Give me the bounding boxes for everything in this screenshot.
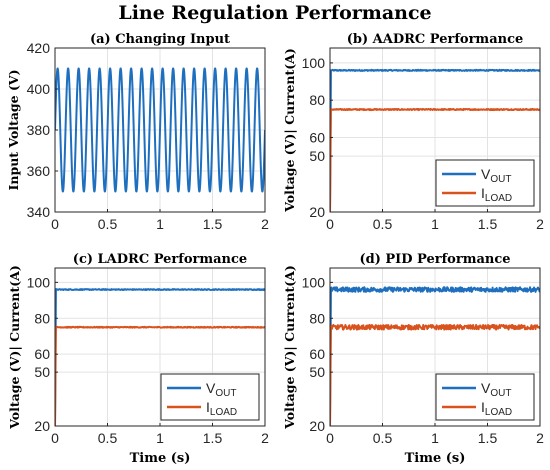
y-tick-label: 50 [309, 148, 325, 164]
chart-title: (c) LADRC Performance [73, 252, 247, 267]
y-tick-label: 420 [27, 40, 51, 56]
x-axis-label: Time (s) [130, 451, 191, 466]
y-tick-label: 60 [309, 129, 325, 145]
y-tick-label: 80 [34, 310, 50, 326]
x-tick-label: 2 [261, 430, 269, 446]
chart-a: 0 0.5 1 1.5 2 340 360 380 400 420 (a) Changing Inp… [6, 32, 269, 232]
x-tick-label: 0 [326, 430, 334, 446]
figure-title: Line Regulation Performance [118, 2, 431, 24]
legend-entry: VOUT [481, 166, 511, 185]
y-axis-label: Voltage (V)| Current(A) [7, 265, 22, 430]
y-tick-label: 80 [309, 310, 325, 326]
legend-entry: ILOAD [481, 399, 512, 418]
y-tick-label: 60 [309, 346, 325, 362]
x-axis-label: Time (s) [405, 451, 466, 466]
chart-title: (b) AADRC Performance [347, 32, 524, 47]
y-tick-label: 100 [27, 274, 51, 290]
legend-entry: VOUT [481, 380, 511, 399]
y-tick-label: 20 [309, 418, 325, 434]
y-tick-label: 60 [34, 346, 50, 362]
x-tick-label: 1 [156, 216, 164, 232]
chart-b: 0 0.5 1 1.5 2 20 50 60 80 100 (b) AADRC Performanc… [282, 32, 544, 232]
legend-entry: ILOAD [481, 185, 512, 204]
legend-box [160, 373, 260, 421]
x-tick-label: 0 [51, 430, 59, 446]
x-tick-label: 0.5 [373, 216, 393, 232]
x-tick-label: 1.5 [478, 216, 498, 232]
x-tick-label: 0.5 [98, 216, 118, 232]
y-axis-label: Voltage (V)| Current(A) [282, 48, 297, 213]
y-tick-label: 400 [27, 81, 51, 97]
y-axis-label: Voltage (V)| Current(A) [282, 265, 297, 430]
chart-title: (a) Changing Input [90, 32, 230, 47]
y-tick-label: 340 [27, 204, 51, 220]
x-tick-label: 1.5 [203, 430, 223, 446]
y-tick-label: 100 [302, 274, 326, 290]
legend-entry: ILOAD [206, 399, 237, 418]
x-tick-label: 1.5 [203, 216, 223, 232]
series-line-1 [330, 107, 540, 212]
x-tick-label: 0.5 [98, 430, 118, 446]
legend-box [435, 159, 535, 207]
y-tick-label: 100 [302, 55, 326, 71]
x-tick-label: 1 [156, 430, 164, 446]
y-tick-label: 80 [309, 92, 325, 108]
y-tick-label: 20 [34, 418, 50, 434]
legend-box [435, 373, 535, 421]
series-line-1 [55, 325, 265, 426]
series-line-0 [330, 286, 540, 426]
x-tick-label: 1 [431, 216, 439, 232]
x-tick-label: 0 [326, 216, 334, 232]
series-line-1 [330, 323, 540, 426]
x-tick-label: 1 [431, 430, 439, 446]
series-line-0 [55, 288, 265, 426]
y-tick-label: 20 [309, 204, 325, 220]
x-tick-label: 0.5 [373, 430, 393, 446]
x-tick-label: 1.5 [478, 430, 498, 446]
series-line-0 [55, 67, 265, 193]
x-tick-label: 2 [261, 216, 269, 232]
x-tick-label: 0 [51, 216, 59, 232]
x-tick-label: 2 [536, 430, 544, 446]
legend-entry: VOUT [206, 380, 236, 399]
chart-title: (d) PID Performance [359, 252, 510, 267]
chart-c: 0 0.5 1 1.5 2 20 50 60 80 100 (c) LADRC Performanc… [7, 252, 269, 466]
chart-d: 0 0.5 1 1.5 2 20 50 60 80 100 (d) PID Performance V… [282, 252, 544, 466]
y-axis-label: Input Voltage (V) [6, 70, 21, 191]
x-tick-label: 2 [536, 216, 544, 232]
y-tick-label: 360 [27, 163, 51, 179]
y-tick-label: 380 [27, 122, 51, 138]
series-line-0 [330, 68, 540, 212]
y-tick-label: 50 [34, 364, 50, 380]
y-tick-label: 50 [309, 364, 325, 380]
